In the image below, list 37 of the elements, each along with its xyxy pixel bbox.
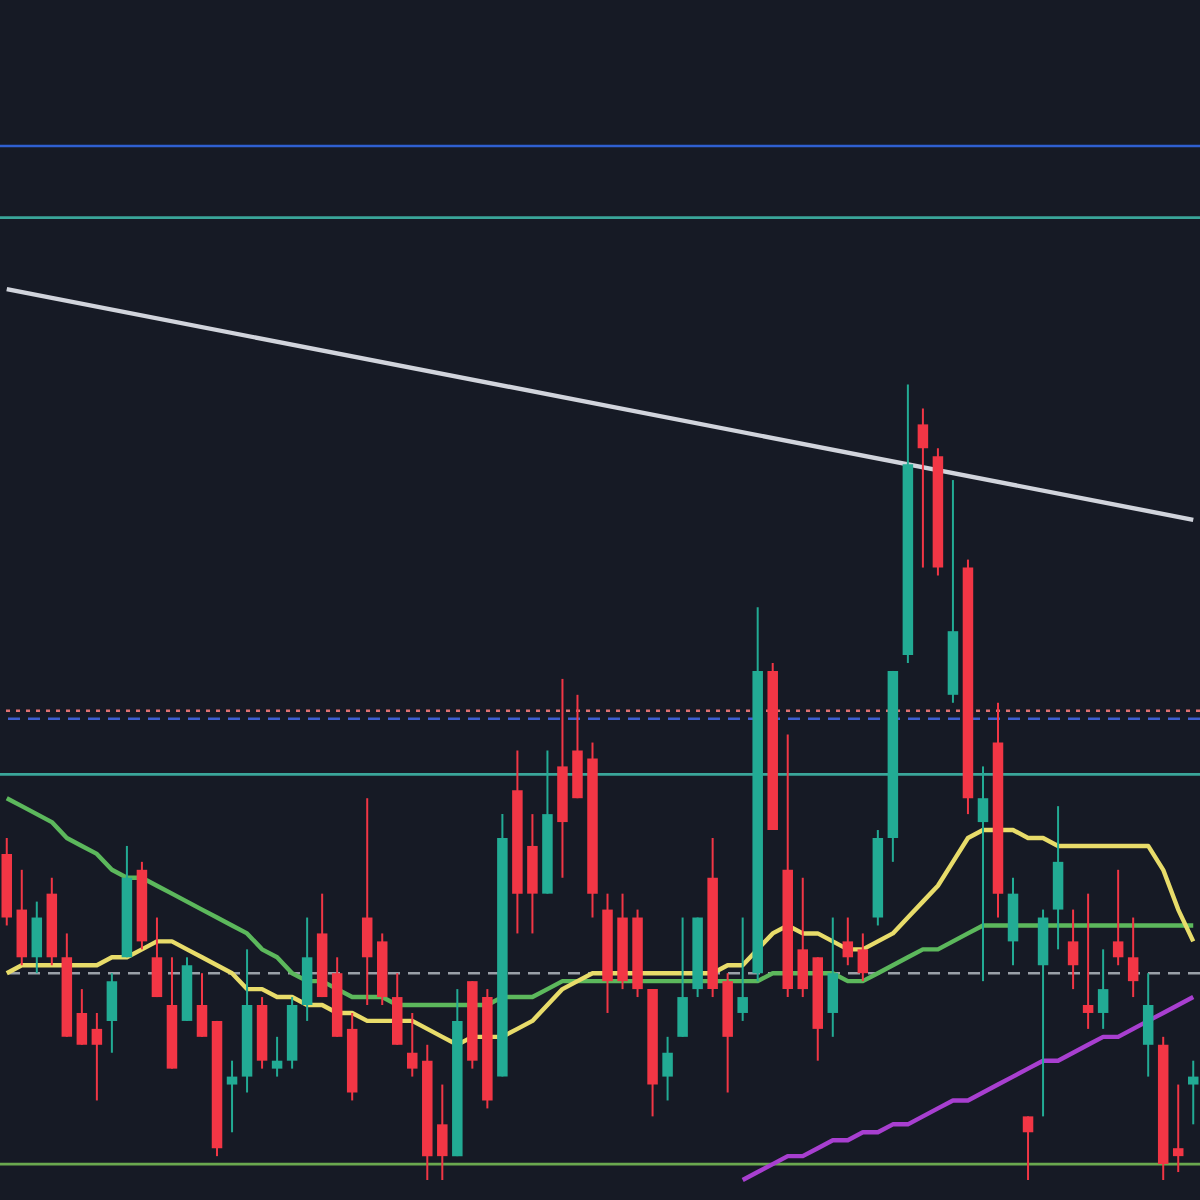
candlestick	[677, 916, 688, 1038]
candlestick	[842, 916, 854, 967]
candlestick	[437, 1083, 448, 1181]
candlestick	[226, 1059, 238, 1134]
candlestick	[31, 900, 43, 975]
candlestick	[1052, 805, 1064, 951]
candlestick	[737, 916, 748, 1022]
candlestick	[361, 797, 373, 1007]
candlestick	[662, 1035, 673, 1102]
candlestick	[106, 972, 118, 1054]
candlestick	[151, 916, 163, 999]
candlestick	[196, 972, 208, 1038]
candlestick	[1022, 1115, 1034, 1181]
candlestick	[16, 868, 28, 967]
candlestick	[572, 693, 583, 800]
candlestick	[1082, 892, 1094, 1030]
candlestick	[1097, 948, 1109, 1030]
candlestick	[857, 932, 869, 983]
candlestick	[797, 876, 809, 999]
candlestick	[1172, 1083, 1184, 1174]
candlestick	[527, 813, 538, 935]
candlestick	[1112, 868, 1124, 967]
candlestick	[1007, 876, 1019, 967]
candlestick	[917, 407, 929, 569]
candlestick	[1187, 1059, 1199, 1126]
candlestick	[407, 1011, 418, 1078]
candlestick	[271, 1035, 283, 1078]
candlestick	[1037, 908, 1049, 1118]
candlestick	[76, 988, 88, 1046]
candlestick	[977, 765, 989, 983]
candlestick	[91, 1011, 103, 1102]
candlestick	[391, 972, 403, 1046]
candlestick	[1142, 972, 1154, 1078]
candlestick	[827, 916, 839, 1038]
candlestick	[1067, 908, 1079, 991]
candlestick	[301, 916, 313, 1022]
candlestick	[1127, 916, 1139, 999]
